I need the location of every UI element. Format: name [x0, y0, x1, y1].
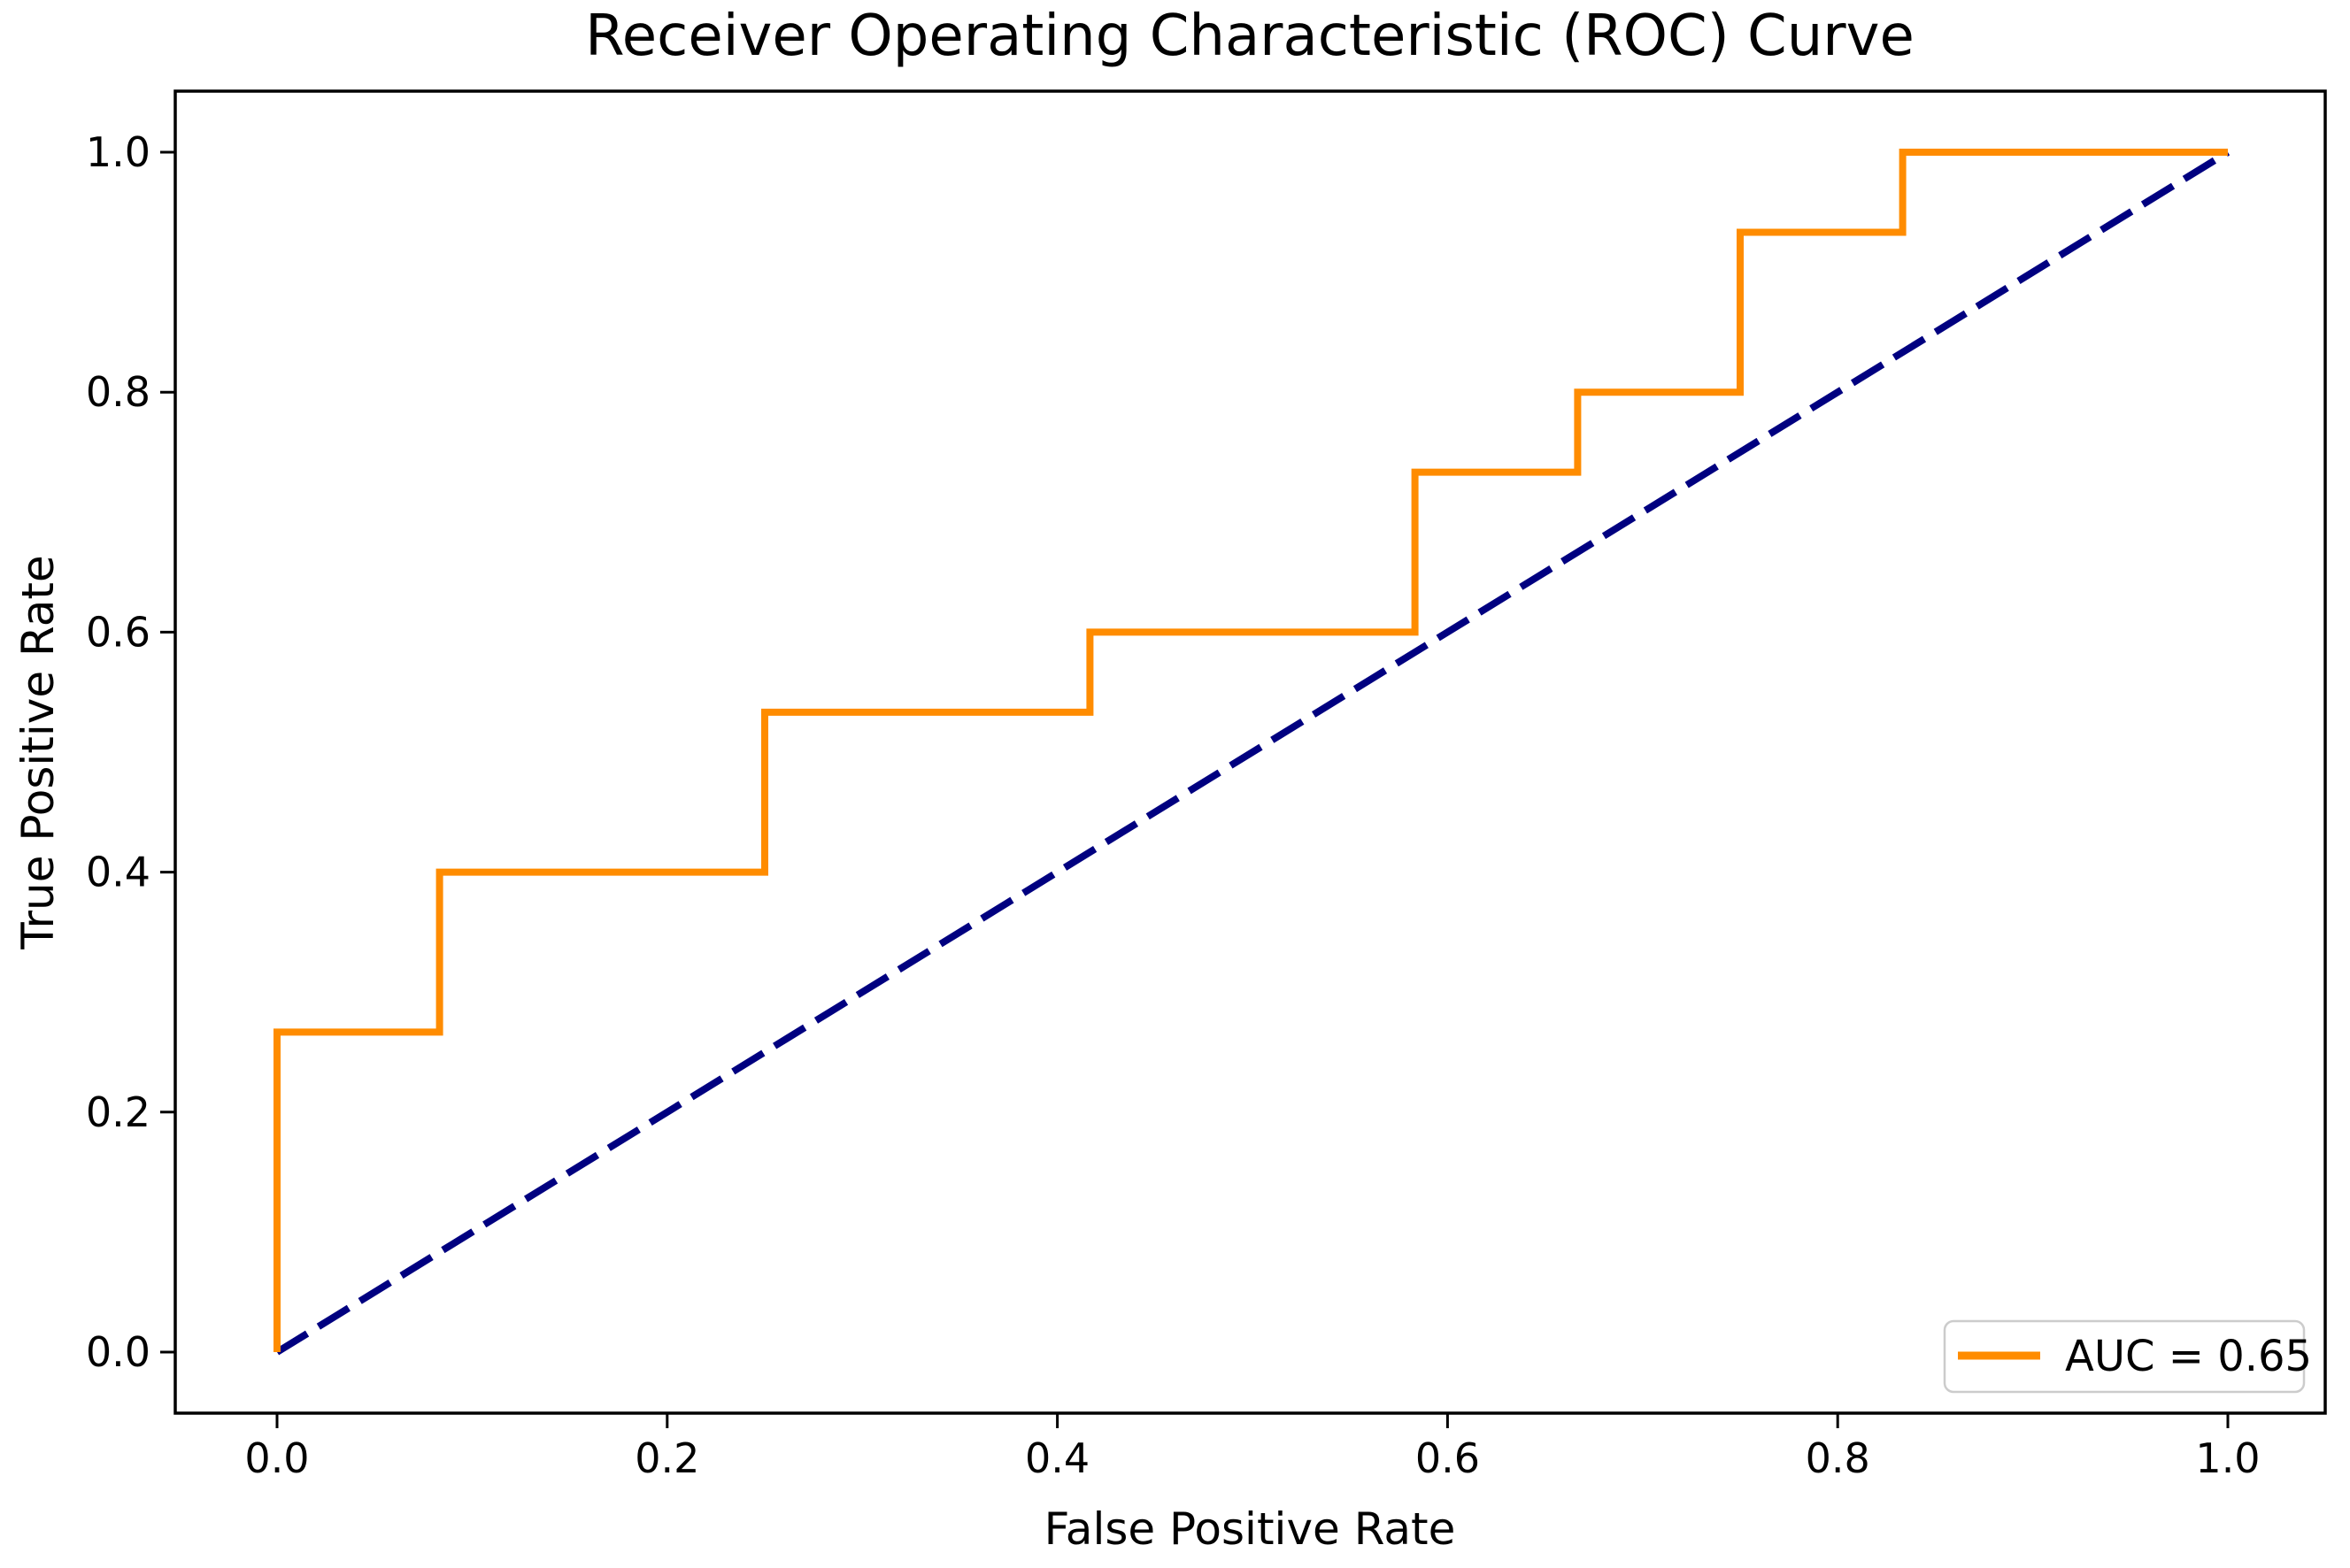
- y-axis-tick-label: 0.6: [86, 608, 150, 656]
- legend: AUC = 0.65: [1943, 1319, 2312, 1394]
- chance-diagonal-line: [274, 149, 2231, 1356]
- y-axis-tick-label: 0.0: [86, 1328, 150, 1376]
- x-axis-tick-label: 0.6: [1415, 1434, 1480, 1482]
- roc-curve-line: [274, 149, 2228, 1352]
- y-axis-tick-label: 0.8: [86, 368, 150, 416]
- legend-box: [1943, 1319, 2306, 1394]
- chart-title: Receiver Operating Characteristic (ROC) …: [585, 4, 1915, 69]
- legend-label: AUC = 0.65: [2065, 1332, 2312, 1381]
- x-axis-tick-label: 0.8: [1806, 1434, 1870, 1482]
- x-axis-tick-label: 0.0: [244, 1434, 309, 1482]
- x-axis-label: False Positive Rate: [1044, 1503, 1456, 1555]
- y-axis-tick-label: 0.4: [86, 849, 150, 896]
- y-axis-tick-label: 1.0: [86, 128, 150, 176]
- y-axis-label: True Positive Rate: [12, 555, 64, 949]
- x-axis-tick-label: 1.0: [2195, 1434, 2260, 1482]
- x-axis-ticks: 0.0 0.2 0.4 0.6 0.8 1.0: [244, 1413, 2261, 1482]
- y-axis-tick-label: 0.2: [86, 1088, 150, 1136]
- y-axis-ticks: 0.0 0.2 0.4 0.6 0.8 1.0: [86, 128, 175, 1376]
- x-axis-tick-label: 0.4: [1025, 1434, 1090, 1482]
- x-axis-tick-label: 0.2: [635, 1434, 699, 1482]
